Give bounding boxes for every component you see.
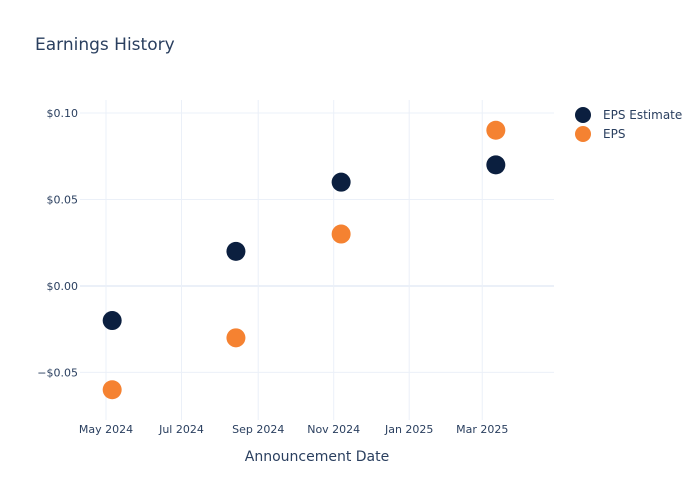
x-tick-label: Sep 2024 xyxy=(232,423,284,436)
chart-title: Earnings History xyxy=(35,35,175,55)
y-tick-label: $0.00 xyxy=(47,280,79,293)
point-eps-estimate[interactable] xyxy=(226,241,246,261)
point-eps[interactable] xyxy=(102,380,122,400)
point-eps-estimate[interactable] xyxy=(331,172,351,192)
legend-marker-eps-estimate xyxy=(575,107,591,123)
y-tick-label: $0.05 xyxy=(47,193,79,206)
legend[interactable]: EPS Estimate EPS xyxy=(575,107,682,142)
legend-label-eps-estimate: EPS Estimate xyxy=(603,108,682,122)
legend-item-eps-estimate[interactable]: EPS Estimate xyxy=(575,107,682,123)
x-tick-label: Jul 2024 xyxy=(158,423,204,436)
x-tick-label: Mar 2025 xyxy=(456,423,508,436)
point-eps[interactable] xyxy=(486,120,506,140)
x-tick-label: Nov 2024 xyxy=(307,423,360,436)
point-eps[interactable] xyxy=(331,224,351,244)
x-tick-label: Jan 2025 xyxy=(384,423,433,436)
point-eps-estimate[interactable] xyxy=(102,311,122,331)
x-tick-label: May 2024 xyxy=(79,423,133,436)
x-tick-labels: May 2024 Jul 2024 Sep 2024 Nov 2024 Jan 2025… xyxy=(79,423,508,436)
point-eps-estimate[interactable] xyxy=(486,155,506,175)
legend-marker-eps xyxy=(575,126,591,142)
y-tick-labels: $0.10 $0.05 $0.00 −$0.05 xyxy=(37,107,78,379)
data-points xyxy=(102,120,506,400)
grid-lines xyxy=(80,100,554,420)
legend-item-eps[interactable]: EPS xyxy=(575,126,625,142)
point-eps[interactable] xyxy=(226,328,246,348)
x-axis-title: Announcement Date xyxy=(245,449,389,465)
y-tick-label: −$0.05 xyxy=(37,366,78,379)
legend-label-eps: EPS xyxy=(603,127,625,141)
y-tick-label: $0.10 xyxy=(47,107,79,120)
